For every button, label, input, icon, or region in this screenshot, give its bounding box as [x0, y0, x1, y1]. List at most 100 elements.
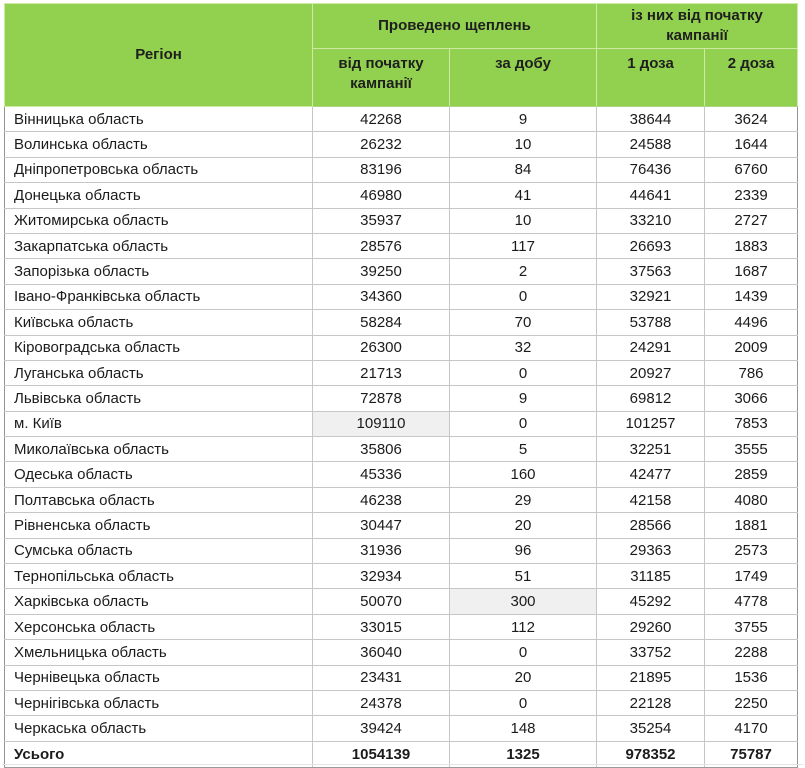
value-cell: 101257 [596, 410, 705, 438]
value-cell: 2339 [704, 182, 798, 209]
value-cell: 1644 [704, 131, 798, 158]
region-cell: Хмельницька область [4, 639, 313, 666]
total-value-dose-1: 978352 [596, 740, 705, 768]
region-cell: Харківська область [4, 588, 313, 615]
value-cell: 33752 [596, 639, 705, 666]
value-cell: 44641 [596, 182, 705, 209]
table-row: Івано-Франківська область 34360 0 32921 1439 [4, 283, 798, 311]
value-cell: 26300 [312, 334, 450, 361]
value-cell: 24378 [312, 689, 450, 717]
value-cell: 39250 [312, 258, 450, 285]
value-cell: 76436 [596, 156, 705, 184]
col-header-since-start: від початку кампанії [312, 48, 450, 107]
value-cell: 83196 [312, 156, 450, 184]
value-cell: 42158 [596, 486, 705, 514]
value-cell: 35254 [596, 715, 705, 742]
table-row: Тернопільська область 32934 51 31185 1749 [4, 563, 798, 590]
value-cell: 1881 [704, 512, 798, 539]
value-cell: 1439 [704, 283, 798, 311]
value-cell: 46238 [312, 486, 450, 514]
value-cell: 112 [449, 613, 597, 641]
region-cell: Тернопільська область [4, 563, 313, 590]
value-cell: 0 [449, 689, 597, 717]
table-row: Донецька область 46980 41 44641 2339 [4, 182, 798, 209]
col-group-since-campaign-start: із них від початку кампанії [596, 3, 798, 49]
value-cell: 39424 [312, 715, 450, 742]
value-cell: 117 [449, 232, 597, 260]
value-cell: 42477 [596, 461, 705, 488]
value-cell: 3755 [704, 613, 798, 641]
value-cell: 148 [449, 715, 597, 742]
table-row: Хмельницька область 36040 0 33752 2288 [4, 639, 798, 666]
table-row: Луганська область 21713 0 20927 786 [4, 359, 798, 387]
value-cell: 46980 [312, 182, 450, 209]
region-cell: Кіровоградська область [4, 334, 313, 361]
value-cell: 2573 [704, 537, 798, 565]
table-row: Запорізька область 39250 2 37563 1687 [4, 258, 798, 285]
value-cell: 53788 [596, 309, 705, 336]
region-cell: Закарпатська область [4, 232, 313, 260]
value-cell: 20 [449, 664, 597, 691]
region-cell: Дніпропетровська область [4, 156, 313, 184]
value-cell: 36040 [312, 639, 450, 666]
value-cell: 7853 [704, 410, 798, 438]
value-cell: 50070 [312, 588, 450, 615]
value-cell: 24588 [596, 131, 705, 158]
value-cell: 34360 [312, 283, 450, 311]
value-cell: 2 [449, 258, 597, 285]
value-cell: 0 [449, 639, 597, 666]
region-cell: Одеська область [4, 461, 313, 488]
value-cell: 1749 [704, 563, 798, 590]
value-cell: 28576 [312, 232, 450, 260]
value-cell: 96 [449, 537, 597, 565]
total-label: Усього [4, 740, 313, 768]
value-cell: 10 [449, 207, 597, 234]
value-cell: 26232 [312, 131, 450, 158]
value-cell: 58284 [312, 309, 450, 336]
table-row: Волинська область 26232 10 24588 1644 [4, 131, 798, 158]
region-cell: м. Київ [4, 410, 313, 438]
table-row: Одеська область 45336 160 42477 2859 [4, 461, 798, 488]
value-cell: 2250 [704, 689, 798, 717]
value-cell: 1883 [704, 232, 798, 260]
value-cell-highlighted: 109110 [312, 410, 450, 438]
value-cell: 32251 [596, 436, 705, 463]
region-cell: Вінницька область [4, 105, 313, 133]
table-row: Кіровоградська область 26300 32 24291 2009 [4, 334, 798, 361]
value-cell: 4170 [704, 715, 798, 742]
table-row: Миколаївська область 35806 5 32251 3555 [4, 436, 798, 463]
value-cell: 28566 [596, 512, 705, 539]
value-cell: 6760 [704, 156, 798, 184]
value-cell: 35937 [312, 207, 450, 234]
table-row: м. Київ 109110 0 101257 7853 [4, 410, 798, 438]
region-cell: Чернігівська область [4, 689, 313, 717]
value-cell: 20 [449, 512, 597, 539]
region-cell: Волинська область [4, 131, 313, 158]
table-row: Дніпропетровська область 83196 84 76436 6760 [4, 156, 798, 184]
value-cell: 35806 [312, 436, 450, 463]
value-cell: 41 [449, 182, 597, 209]
value-cell: 70 [449, 309, 597, 336]
value-cell: 69812 [596, 385, 705, 412]
value-cell: 9 [449, 385, 597, 412]
table-row: Рівненська область 30447 20 28566 1881 [4, 512, 798, 539]
value-cell: 32921 [596, 283, 705, 311]
value-cell: 42268 [312, 105, 450, 133]
table-body: Вінницька область 42268 9 38644 3624 Волинськ… [4, 105, 798, 742]
value-cell: 31185 [596, 563, 705, 590]
value-cell: 3624 [704, 105, 798, 133]
value-cell: 38644 [596, 105, 705, 133]
table-row: Харківська область 50070 300 45292 4778 [4, 588, 798, 615]
value-cell: 29363 [596, 537, 705, 565]
total-row: Усього 1054139 1325 978352 75787 [4, 740, 798, 768]
value-cell: 1536 [704, 664, 798, 691]
value-cell: 4496 [704, 309, 798, 336]
value-cell: 4080 [704, 486, 798, 514]
value-cell: 0 [449, 410, 597, 438]
value-cell: 3066 [704, 385, 798, 412]
vaccination-table: Регіон Проведено щеплень із них від поча… [4, 3, 798, 768]
value-cell: 31936 [312, 537, 450, 565]
value-cell: 29260 [596, 613, 705, 641]
value-cell: 5 [449, 436, 597, 463]
total-value-dose-2: 75787 [704, 740, 798, 768]
